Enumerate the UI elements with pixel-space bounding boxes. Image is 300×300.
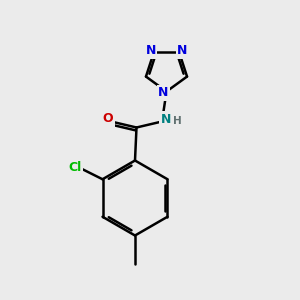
Text: N: N <box>160 112 171 126</box>
Text: O: O <box>103 112 113 125</box>
Text: N: N <box>158 86 169 100</box>
Text: H: H <box>173 116 182 127</box>
Text: N: N <box>177 44 188 57</box>
Text: N: N <box>146 44 156 57</box>
Text: Cl: Cl <box>68 161 82 174</box>
